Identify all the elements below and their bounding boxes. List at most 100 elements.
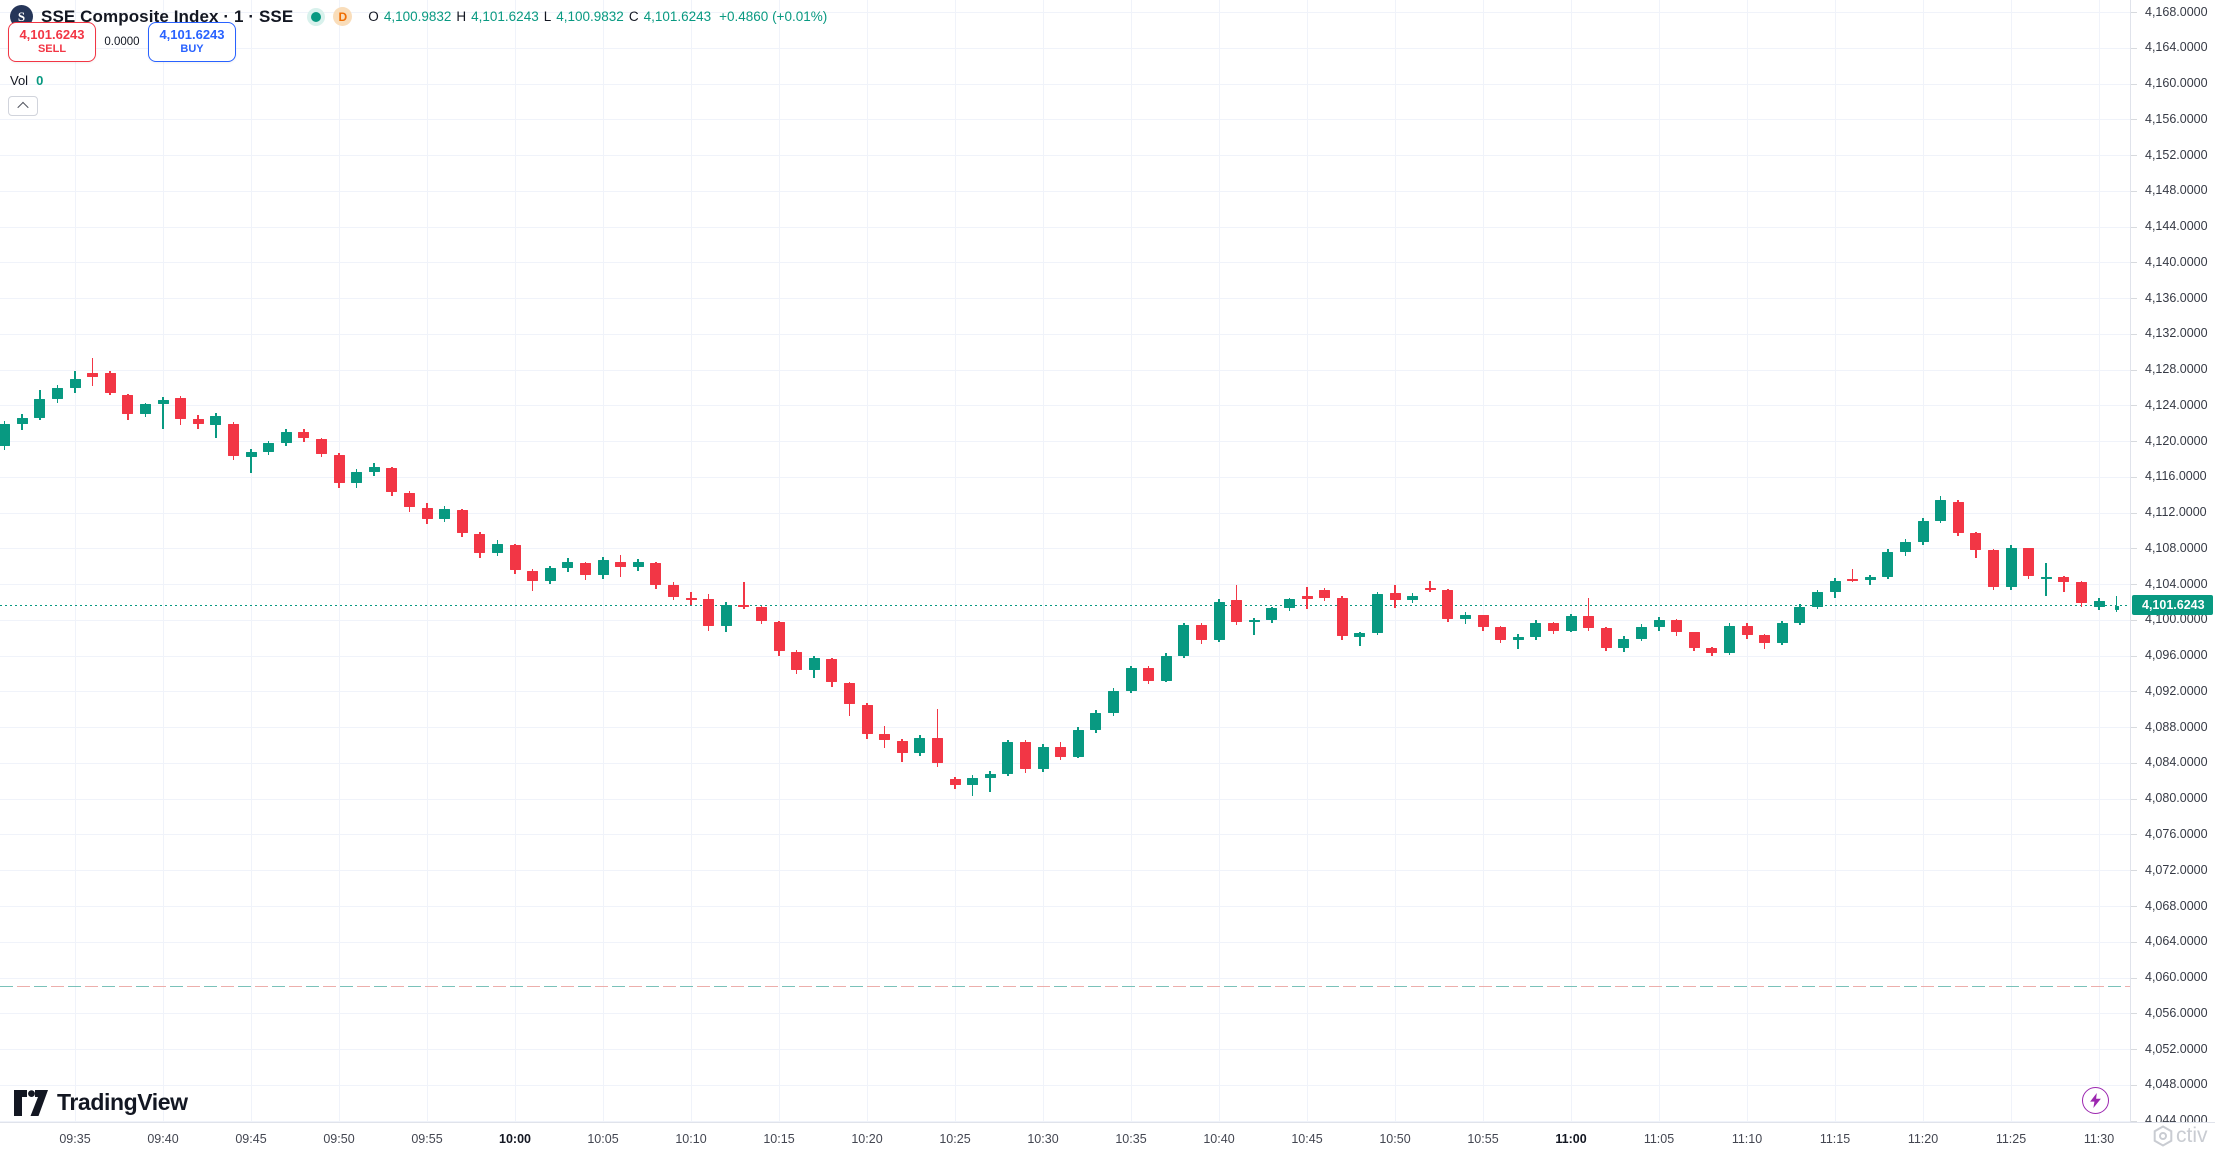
candle[interactable] <box>738 604 750 607</box>
candle[interactable] <box>192 418 204 425</box>
price-axis[interactable]: 4,044.0000 4,048.0000 4,052.0000 4,056.0000… <box>2130 0 2215 1127</box>
time-axis[interactable]: 09:35 09:40 09:45 09:50 09:55 10:00 10:05 10:10… <box>0 1122 2215 1154</box>
candle[interactable] <box>1618 638 1630 648</box>
candle[interactable] <box>544 568 556 582</box>
candle[interactable] <box>1530 622 1542 637</box>
candle[interactable] <box>491 543 503 553</box>
candle[interactable] <box>16 417 28 425</box>
candle[interactable] <box>0 424 11 447</box>
candle[interactable] <box>720 604 732 627</box>
candle[interactable] <box>1477 615 1489 628</box>
candle[interactable] <box>931 737 943 763</box>
candle[interactable] <box>791 652 803 670</box>
candle[interactable] <box>1424 587 1436 590</box>
candle[interactable] <box>315 439 327 454</box>
candle[interactable] <box>1283 599 1295 609</box>
candle[interactable] <box>210 416 222 426</box>
candle[interactable] <box>527 570 539 582</box>
candle[interactable] <box>579 562 591 576</box>
candle[interactable] <box>1178 625 1190 656</box>
candle[interactable] <box>879 734 891 740</box>
candle[interactable] <box>1917 520 1929 543</box>
candle[interactable] <box>1811 592 1823 607</box>
candle[interactable] <box>1688 632 1700 648</box>
candle[interactable] <box>685 597 697 600</box>
candle[interactable] <box>703 599 715 627</box>
candle[interactable] <box>1794 606 1806 624</box>
candle[interactable] <box>650 562 662 586</box>
candle[interactable] <box>667 585 679 597</box>
candle[interactable] <box>2075 582 2087 603</box>
candle[interactable] <box>122 394 134 415</box>
candle[interactable] <box>1671 619 1683 633</box>
candle[interactable] <box>245 451 257 458</box>
candle[interactable] <box>1547 622 1559 631</box>
candle[interactable] <box>1319 590 1331 598</box>
candle[interactable] <box>333 454 345 484</box>
candle[interactable] <box>1653 619 1665 628</box>
candle[interactable] <box>2005 548 2017 587</box>
candle[interactable] <box>562 561 574 569</box>
candle[interactable] <box>157 399 169 405</box>
candle[interactable] <box>1987 550 1999 587</box>
candle[interactable] <box>280 432 292 443</box>
candle[interactable] <box>1107 690 1119 713</box>
candle[interactable] <box>456 509 468 534</box>
candle[interactable] <box>1195 625 1207 640</box>
candle[interactable] <box>2114 605 2119 611</box>
candle[interactable] <box>861 704 873 735</box>
candle[interactable] <box>1055 746 1067 757</box>
candle[interactable] <box>615 561 627 568</box>
candle[interactable] <box>368 467 380 472</box>
candle[interactable] <box>474 534 486 553</box>
candle[interactable] <box>1495 627 1507 640</box>
candle[interactable] <box>1442 589 1454 620</box>
candle[interactable] <box>1160 655 1172 681</box>
candle[interactable] <box>351 471 363 484</box>
candle[interactable] <box>104 373 116 393</box>
tradingview-logo[interactable]: TradingView <box>14 1089 188 1116</box>
candle[interactable] <box>509 544 521 570</box>
candle[interactable] <box>1882 551 1894 577</box>
candle[interactable] <box>1248 619 1260 622</box>
candle[interactable] <box>1090 712 1102 730</box>
candle[interactable] <box>298 432 310 439</box>
candle[interactable] <box>1231 600 1243 622</box>
candle[interactable] <box>1072 729 1084 757</box>
candle[interactable] <box>597 560 609 576</box>
candle[interactable] <box>1723 626 1735 653</box>
candle[interactable] <box>1389 593 1401 601</box>
candle[interactable] <box>1266 608 1278 620</box>
candle[interactable] <box>632 561 644 568</box>
candle[interactable] <box>1970 533 1982 551</box>
chart-plot-area[interactable] <box>0 0 2130 1122</box>
candle[interactable] <box>984 773 996 779</box>
candle[interactable] <box>1864 577 1876 580</box>
candle[interactable] <box>1407 595 1419 601</box>
candle[interactable] <box>755 607 767 621</box>
buy-button[interactable]: 4,101.6243 BUY <box>148 22 236 62</box>
candle[interactable] <box>843 683 855 704</box>
candle[interactable] <box>1741 626 1753 636</box>
candle[interactable] <box>1952 501 1964 534</box>
candle[interactable] <box>2023 548 2035 577</box>
candle[interactable] <box>1354 633 1366 637</box>
candle[interactable] <box>1706 647 1718 653</box>
candle[interactable] <box>263 442 275 452</box>
candle[interactable] <box>1583 616 1595 628</box>
candle[interactable] <box>967 778 979 786</box>
market-status-dot-icon[interactable] <box>311 11 322 22</box>
candle[interactable] <box>826 659 838 683</box>
candle[interactable] <box>1019 741 1031 770</box>
candle[interactable] <box>1512 636 1524 640</box>
candle[interactable] <box>1143 668 1155 681</box>
candle[interactable] <box>1565 616 1577 631</box>
candle[interactable] <box>386 467 398 493</box>
instant-trading-button[interactable] <box>2082 1087 2109 1114</box>
candle[interactable] <box>421 508 433 519</box>
candle[interactable] <box>1776 623 1788 644</box>
candle[interactable] <box>1899 542 1911 552</box>
candle[interactable] <box>2093 601 2105 607</box>
candle[interactable] <box>1847 578 1859 581</box>
symbol-title[interactable]: SSE Composite Index · 1 · SSE <box>41 6 294 26</box>
